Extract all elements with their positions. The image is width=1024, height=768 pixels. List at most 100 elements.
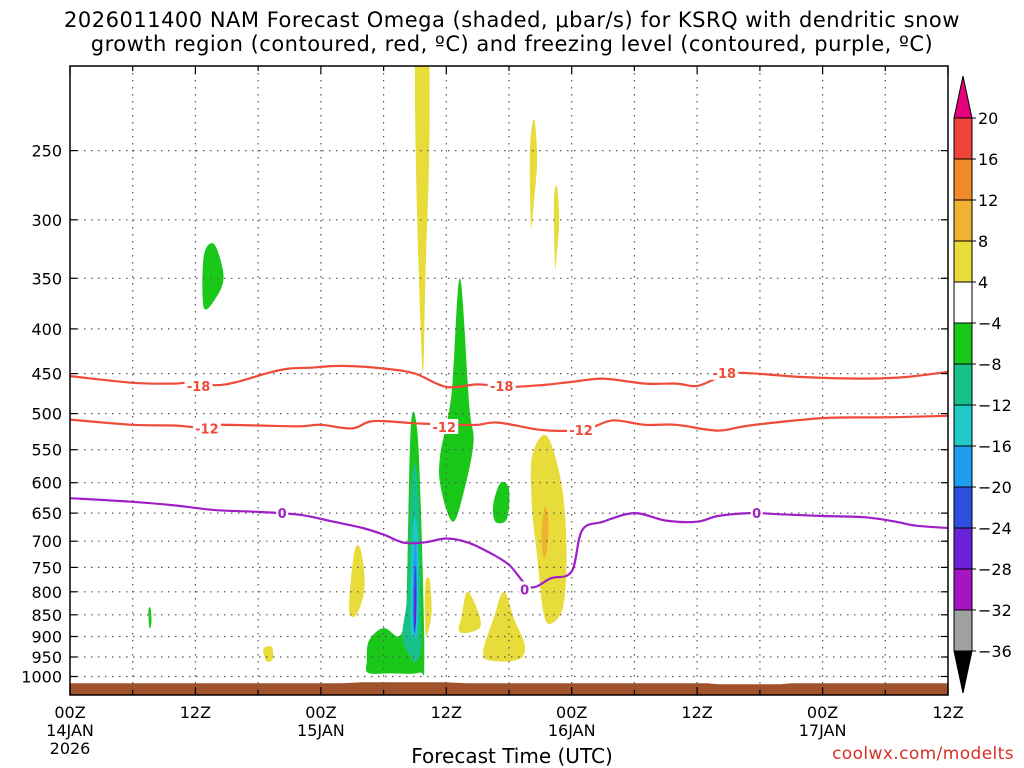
y-tick-label-250: 250 (31, 142, 62, 161)
contour-label--12-0: -12 (195, 422, 219, 437)
x-tick-label-84-0: 12Z (932, 703, 963, 722)
colorbar-label-1: 16 (978, 150, 998, 169)
ground-surface (70, 682, 948, 695)
omega-region-9 (424, 577, 432, 636)
colorbar-bin-9 (953, 445, 973, 488)
y-tick-label-650: 650 (31, 504, 62, 523)
colorbar-arrow-top (953, 75, 973, 119)
colorbar-label-5: −4 (978, 314, 1002, 333)
y-tick-label-450: 450 (31, 365, 62, 384)
contour-label--12-2: -12 (569, 424, 593, 439)
omega-region-5 (492, 481, 510, 524)
colorbar-bin-7 (953, 363, 973, 406)
contour-label-bg (518, 581, 531, 597)
x-tick-label-48-1: 16JAN (548, 721, 596, 740)
omega-shaded-regions (148, 66, 567, 676)
colorbar-bin-4 (953, 240, 973, 283)
y-tick-label-500: 500 (31, 405, 62, 424)
colorbar-bin-10 (953, 486, 973, 529)
omega-region-8 (349, 545, 365, 618)
y-tick-label-750: 750 (31, 558, 62, 577)
omega-region-0 (202, 243, 224, 310)
chart-title-line-1: 2026011400 NAM Forecast Omega (shaded, μ… (64, 8, 960, 32)
colorbar-label-10: −24 (978, 519, 1012, 538)
contour-label-0-2: 0 (752, 507, 761, 522)
contour-label--12-1: -12 (432, 421, 456, 436)
x-tick-label-72-0: 00Z (807, 703, 838, 722)
y-tick-label-600: 600 (31, 474, 62, 493)
contour-label-0-0: 0 (278, 507, 287, 522)
x-tick-label-0-0: 00Z (54, 703, 85, 722)
x-tick-label-48-0: 00Z (556, 703, 587, 722)
y-tick-label-550: 550 (31, 441, 62, 460)
x-tick-label-72-1: 17JAN (799, 721, 847, 740)
contour-label-bg (276, 505, 289, 521)
omega-region-4 (439, 278, 474, 522)
contour-label-bg (184, 378, 213, 393)
axes: 250 300 350 400 450 500 550 600 650 700 750 800 850 9… (21, 65, 964, 758)
contour-label-bg (192, 420, 221, 436)
omega-region-10 (458, 591, 481, 634)
y-tick-label-850: 850 (31, 606, 62, 625)
x-tick-label-24-0: 00Z (305, 703, 336, 722)
colorbar-arrow-bottom (953, 650, 973, 694)
y-tick-label-400: 400 (31, 320, 62, 339)
colorbar-bin-12 (953, 568, 973, 611)
contour-label-bg (750, 505, 763, 521)
colorbar-bin-3 (953, 199, 973, 242)
contour-label--18-2: -18 (713, 367, 737, 382)
contour-label-bg (567, 421, 596, 437)
colorbar-label-7: −12 (978, 396, 1012, 415)
contour-label--18-0: -18 (187, 380, 211, 395)
omega-region-13 (263, 646, 274, 662)
source-credit-link[interactable]: coolwx.com/modelts (832, 744, 1014, 764)
colorbar-bin-11 (953, 527, 973, 570)
contour-label-0-1: 0 (520, 584, 529, 599)
contour-label-bg (487, 378, 516, 393)
y-tick-label-900: 900 (31, 628, 62, 647)
x-tick-label-12-0: 12Z (180, 703, 211, 722)
colorbar-label-0: 20 (978, 109, 998, 128)
contour-lines: -18 -18 -18 -12 -12 -12 0 0 0 (70, 364, 948, 599)
omega-region-19 (414, 585, 417, 627)
x-tick-label-36-0: 12Z (431, 703, 462, 722)
colorbar-label-8: −16 (978, 437, 1012, 456)
colorbar-bin-6 (953, 322, 973, 365)
colorbar-bin-2 (953, 158, 973, 201)
omega-region-12 (148, 607, 152, 629)
colorbar-label-2: 12 (978, 191, 998, 210)
colorbar-label-11: −28 (978, 560, 1012, 579)
colorbar-label-12: −32 (978, 601, 1012, 620)
y-tick-label-800: 800 (31, 583, 62, 602)
omega-region-3 (553, 185, 560, 270)
colorbar: 20 16 12 8 4 −4 −8 −12 −16 −20 −24 −28 −32 −36 (953, 75, 1012, 694)
colorbar-label-4: 4 (978, 273, 988, 292)
y-tick-label-1000: 1000 (21, 668, 62, 687)
omega-region-1 (414, 66, 430, 374)
y-tick-label-350: 350 (31, 269, 62, 288)
omega-region-7 (541, 506, 549, 559)
x-tick-label-60-0: 12Z (681, 703, 712, 722)
contour-label--18-1: -18 (490, 380, 514, 395)
colorbar-bin-5 (953, 281, 973, 324)
y-tick-label-300: 300 (31, 211, 62, 230)
colorbar-bin-8 (953, 404, 973, 447)
omega-region-2 (529, 118, 538, 228)
y-tick-label-700: 700 (31, 532, 62, 551)
colorbar-bin-1 (953, 117, 973, 160)
x-tick-label-24-1: 15JAN (297, 721, 345, 740)
contour-label-bg (710, 364, 739, 380)
x-tick-label-0-2: 2026 (50, 739, 91, 758)
colorbar-label-6: −8 (978, 355, 1002, 374)
colorbar-label-9: −20 (978, 478, 1012, 497)
omega-region-11 (482, 591, 525, 662)
colorbar-label-3: 8 (978, 232, 988, 251)
surface-terrain (70, 682, 948, 695)
colorbar-label-13: −36 (978, 642, 1012, 661)
x-tick-label-0-1: 14JAN (46, 721, 94, 740)
chart-title-line-2: growth region (contoured, red, ºC) and f… (90, 32, 934, 56)
y-tick-label-950: 950 (31, 648, 62, 667)
colorbar-bin-13 (953, 609, 973, 652)
contour-label-bg (430, 419, 459, 434)
